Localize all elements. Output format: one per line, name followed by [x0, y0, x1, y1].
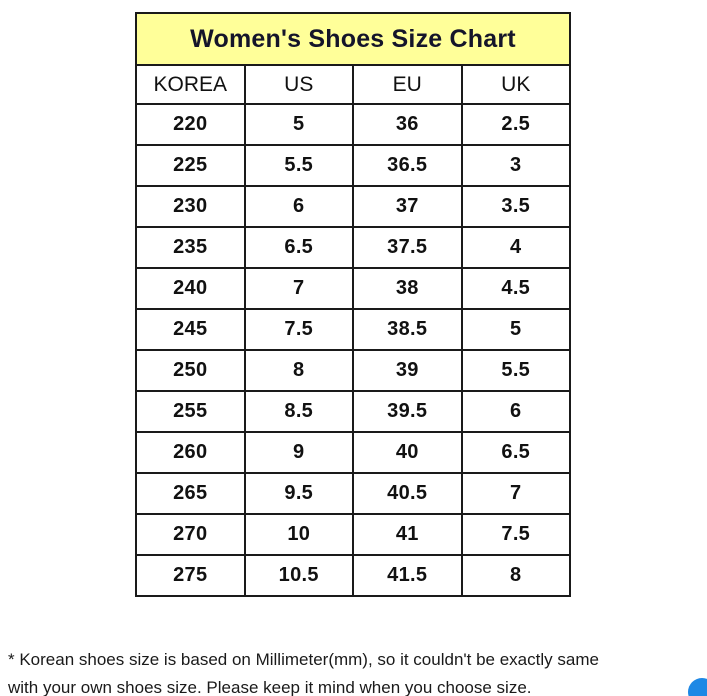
size-cell: 6.5 [243, 226, 354, 269]
size-cell: 2.5 [460, 103, 571, 146]
size-cell: 37.5 [352, 226, 463, 269]
size-cell: 9 [243, 431, 354, 474]
size-cell: 41.5 [352, 554, 463, 597]
size-cell: 4 [460, 226, 571, 269]
size-cell: 7 [243, 267, 354, 310]
size-cell: 10.5 [243, 554, 354, 597]
size-cell: 7.5 [460, 513, 571, 556]
size-cell: 5.5 [243, 144, 354, 187]
size-cell: 39.5 [352, 390, 463, 433]
column-header: US [243, 64, 354, 105]
chat-widget-icon[interactable] [688, 678, 707, 696]
size-cell: 265 [135, 472, 246, 515]
table-title-row: Women's Shoes Size Chart [135, 12, 571, 66]
size-cell: 225 [135, 144, 246, 187]
size-cell: 40.5 [352, 472, 463, 515]
size-cell: 6.5 [460, 431, 571, 474]
size-cell: 8 [460, 554, 571, 597]
size-cell: 8.5 [243, 390, 354, 433]
size-cell: 6 [460, 390, 571, 433]
table-row: 255 8.5 39.5 6 [135, 390, 571, 433]
size-cell: 275 [135, 554, 246, 597]
size-table-container: Women's Shoes Size Chart KOREA US EU UK 220… [135, 12, 571, 597]
size-table-header-row: KOREA US EU UK [135, 64, 571, 105]
size-cell: 255 [135, 390, 246, 433]
footnote: * Korean shoes size is based on Millimet… [8, 646, 700, 696]
size-cell: 235 [135, 226, 246, 269]
table-row: 230 6 37 3.5 [135, 185, 571, 228]
size-cell: 230 [135, 185, 246, 228]
size-cell: 40 [352, 431, 463, 474]
size-cell: 7.5 [243, 308, 354, 351]
size-cell: 270 [135, 513, 246, 556]
size-cell: 7 [460, 472, 571, 515]
size-cell: 36.5 [352, 144, 463, 187]
table-row: 240 7 38 4.5 [135, 267, 571, 310]
table-row: 250 8 39 5.5 [135, 349, 571, 392]
table-title: Women's Shoes Size Chart [135, 12, 571, 66]
column-header: KOREA [135, 64, 246, 105]
size-cell: 41 [352, 513, 463, 556]
size-cell: 245 [135, 308, 246, 351]
footnote-line-1: * Korean shoes size is based on Millimet… [8, 650, 599, 669]
size-cell: 36 [352, 103, 463, 146]
size-cell: 9.5 [243, 472, 354, 515]
size-cell: 260 [135, 431, 246, 474]
table-row: 235 6.5 37.5 4 [135, 226, 571, 269]
size-cell: 5.5 [460, 349, 571, 392]
size-cell: 3 [460, 144, 571, 187]
size-cell: 6 [243, 185, 354, 228]
size-cell: 5 [243, 103, 354, 146]
table-row: 225 5.5 36.5 3 [135, 144, 571, 187]
table-row: 275 10.5 41.5 8 [135, 554, 571, 597]
size-cell: 4.5 [460, 267, 571, 310]
size-cell: 3.5 [460, 185, 571, 228]
size-cell: 39 [352, 349, 463, 392]
column-header: UK [460, 64, 571, 105]
column-header: EU [352, 64, 463, 105]
size-cell: 8 [243, 349, 354, 392]
table-row: 270 10 41 7.5 [135, 513, 571, 556]
size-cell: 240 [135, 267, 246, 310]
size-cell: 220 [135, 103, 246, 146]
size-table: Women's Shoes Size Chart KOREA US EU UK 220… [135, 12, 571, 597]
size-table-body: 220 5 36 2.5 225 5.5 36.5 3 230 6 37 3.5 235 6.5 37.5 4… [135, 103, 571, 597]
footnote-line-2: with your own shoes size. Please keep it… [8, 678, 532, 696]
table-row: 245 7.5 38.5 5 [135, 308, 571, 351]
size-cell: 38.5 [352, 308, 463, 351]
table-row: 220 5 36 2.5 [135, 103, 571, 146]
size-cell: 5 [460, 308, 571, 351]
table-row: 260 9 40 6.5 [135, 431, 571, 474]
table-row: 265 9.5 40.5 7 [135, 472, 571, 515]
size-cell: 250 [135, 349, 246, 392]
size-cell: 37 [352, 185, 463, 228]
size-cell: 10 [243, 513, 354, 556]
size-cell: 38 [352, 267, 463, 310]
